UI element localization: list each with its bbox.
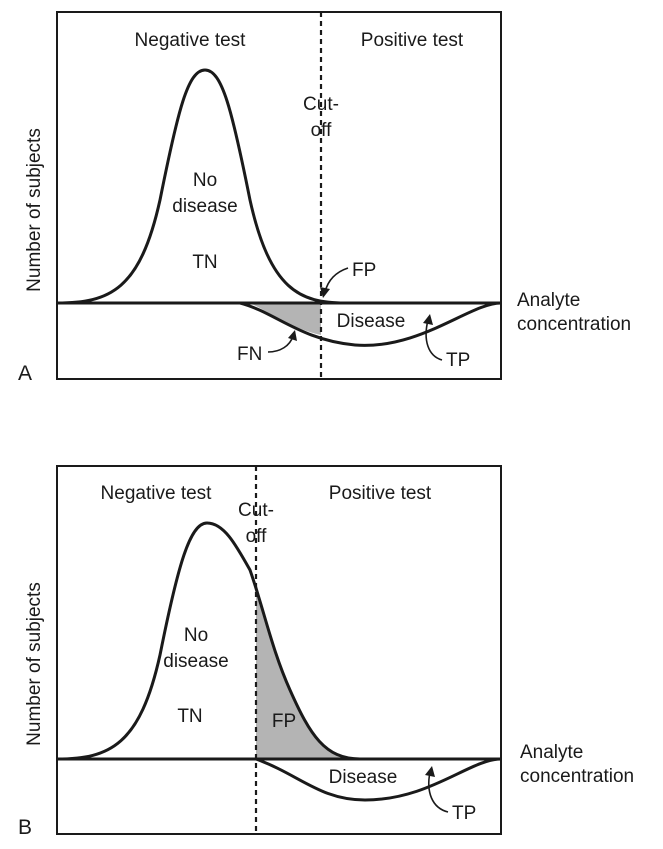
panel-a-tp-arrow [425,319,443,361]
panel-b-y-axis-label: Number of subjects [24,582,45,746]
panel-a-positive-header: Positive test [361,30,464,51]
panel-a-tp-label: TP [446,350,470,371]
panel-a-cutoff-label-2: off [311,120,333,141]
panel-a-negative-header: Negative test [135,30,247,51]
panel-a-tp-arrowhead [423,314,433,325]
panel-b-positive-header: Positive test [329,483,432,504]
panel-b-no-disease-label-1: No [184,625,208,646]
panel-b-cutoff-label-1: Cut- [238,500,274,521]
panel-a-fn-arrowhead [288,330,297,341]
panel-a-no-disease-curve [56,68,346,305]
panel-b-tp-arrow [428,771,449,813]
panel-a-y-axis-label: Number of subjects [24,128,45,292]
panel-b-fp-label: FP [272,711,296,732]
panel-a-tn-label: TN [192,252,217,273]
panel-b-x-axis-label-2: concentration [520,766,634,787]
panel-a-x-axis-label-1: Analyte [517,290,580,311]
panel-a-no-disease-label-1: No [193,170,217,191]
panel-a-no-disease-label-2: disease [172,196,238,217]
panel-a-fp-arrowhead [320,287,330,298]
panel-a-fp-label: FP [352,260,376,281]
panel-a-disease-label: Disease [337,311,406,332]
panel-b: Negative test Positive test Cut- off No … [18,465,634,839]
panel-a-fn-label: FN [237,344,262,365]
panel-a: Negative test Positive test Cut- off No … [18,11,631,385]
panel-b-tn-label: TN [177,706,202,727]
panel-a-x-axis-label-2: concentration [517,314,631,335]
panel-b-disease-label: Disease [329,767,398,788]
panel-b-frame [56,465,502,835]
panel-b-tp-label: TP [452,803,476,824]
panel-b-no-disease-label-2: disease [163,651,229,672]
panel-b-disease-curve [255,757,502,802]
panel-a-frame [56,11,502,380]
panel-b-no-disease-curve [56,521,361,761]
panel-b-tp-arrowhead [425,766,435,777]
panel-b-cutoff-label-2: off [246,526,268,547]
panel-a-fn-region [250,303,321,335]
panel-a-fp-arrow [324,267,349,293]
panel-a-disease-curve [239,301,502,347]
panel-a-letter: A [18,362,32,385]
panel-b-letter: B [18,816,32,839]
panel-b-negative-header: Negative test [101,483,213,504]
panel-b-x-axis-label-1: Analyte [520,742,583,763]
panel-b-fp-region [256,582,350,759]
panel-a-cutoff-label-1: Cut- [303,94,339,115]
